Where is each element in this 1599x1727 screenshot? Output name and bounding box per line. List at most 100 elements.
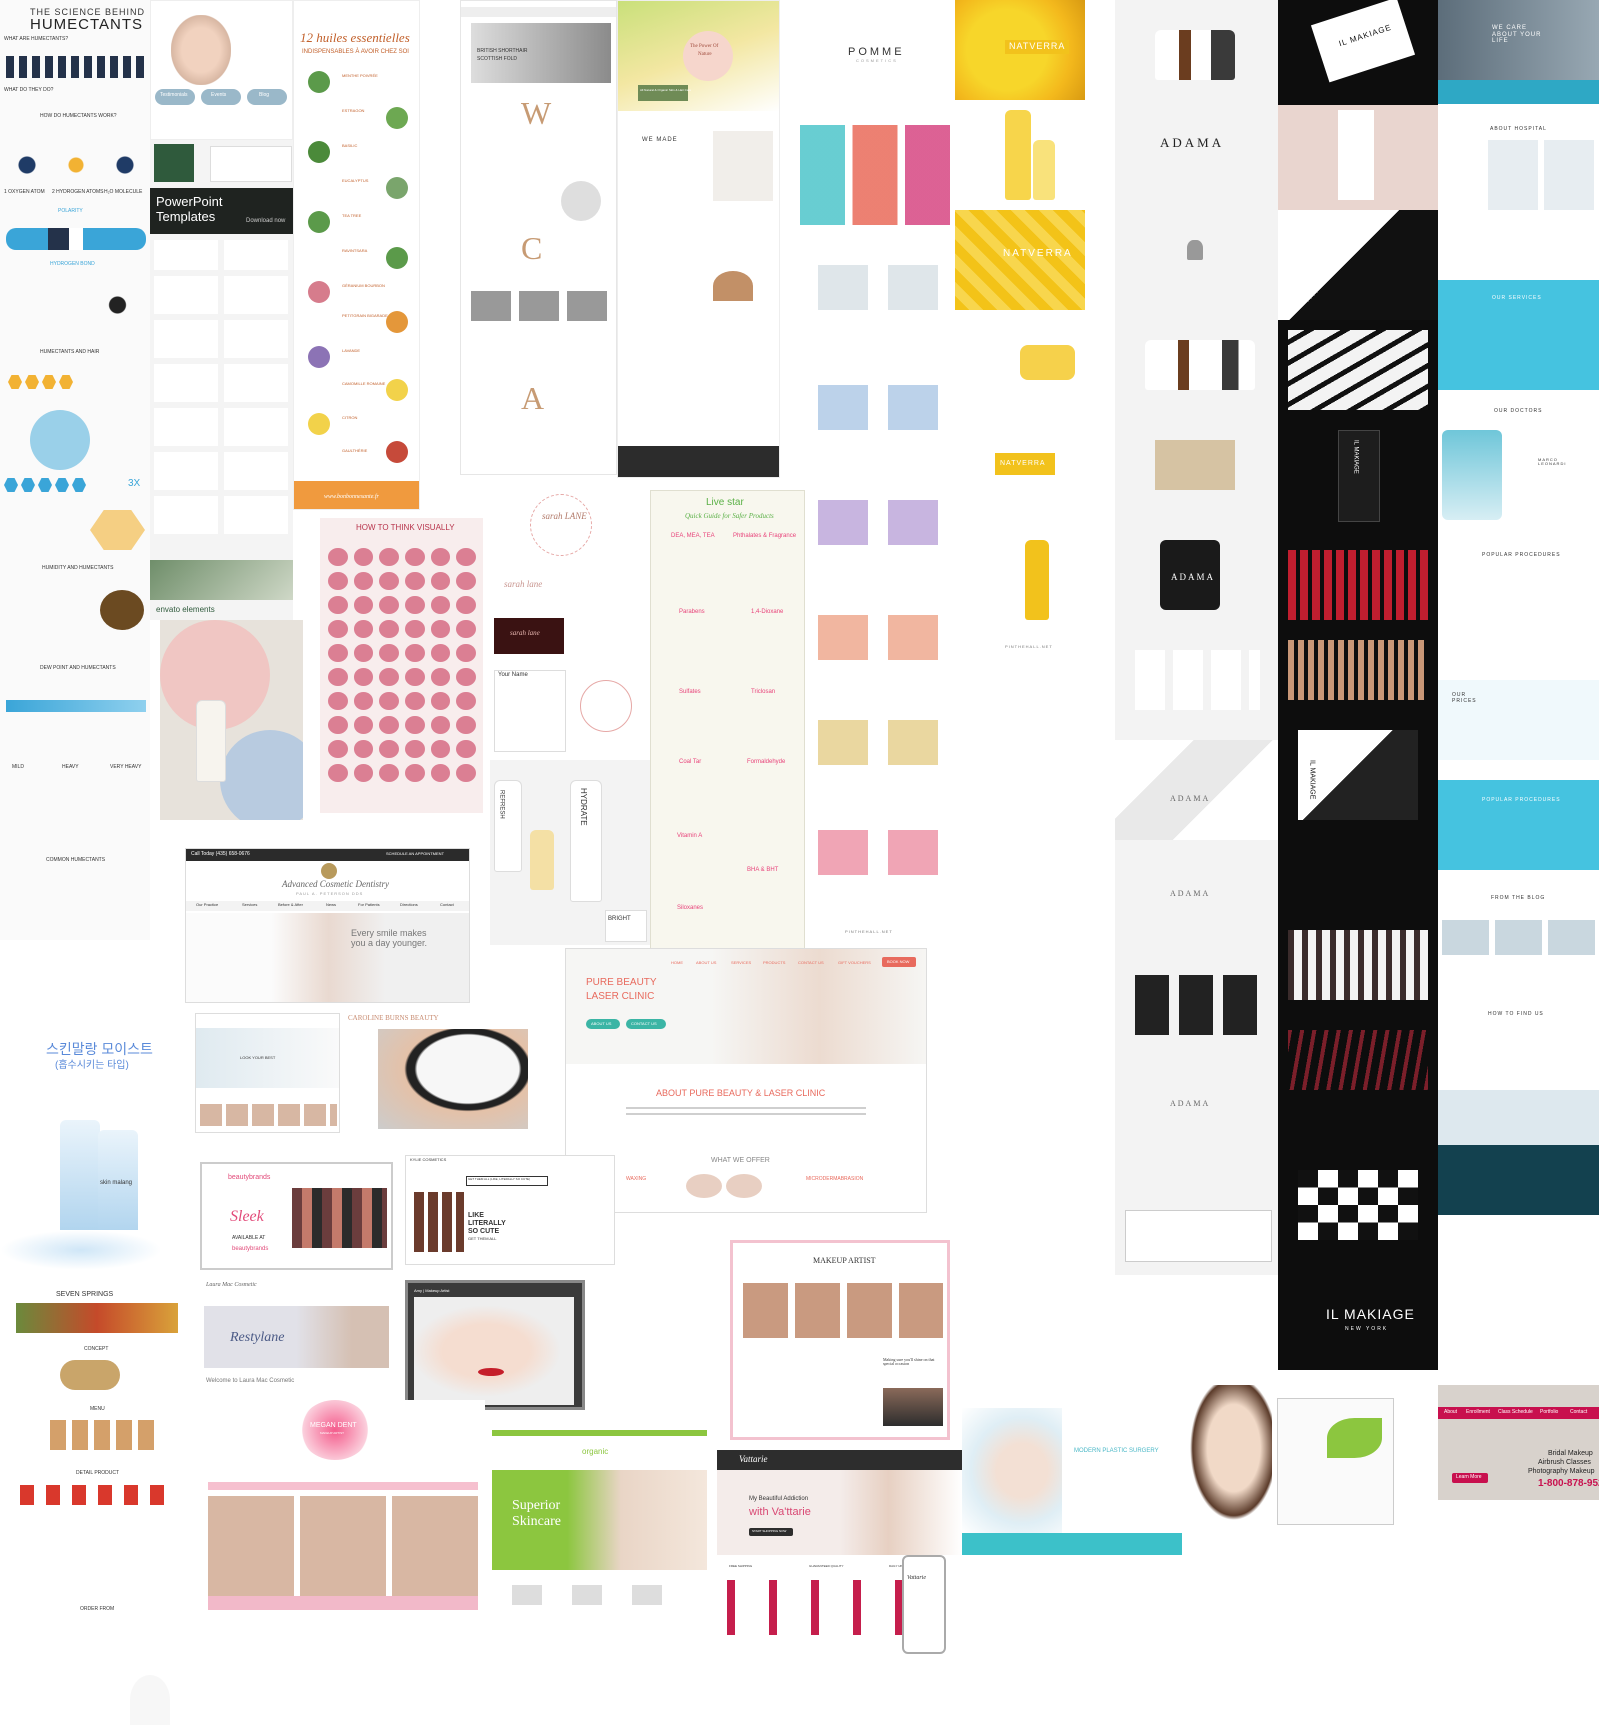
oil-leaf-9	[308, 346, 330, 368]
powerpoint-title-1: PowerPoint	[156, 194, 223, 209]
oils-title: 12 huiles essentielles	[300, 30, 410, 45]
korean-title: 스킨말랑 모이스트	[46, 1041, 153, 1057]
oil-name-1: MENTHE POIVRÉE	[342, 73, 378, 78]
pure-beauty-nav-contact[interactable]: CONTACT US	[798, 960, 824, 965]
download-now-link[interactable]: Download now	[246, 218, 286, 224]
seven-springs-concept-photo	[60, 1360, 120, 1390]
korean-subtitle: (흡수시키는 타입)	[55, 1060, 129, 1071]
pure-beauty-contact-button[interactable]: CONTACT US	[626, 1019, 666, 1029]
vattarie-shop-button[interactable]: START SHOPPING NOW	[749, 1528, 793, 1536]
dior-product-tile	[160, 620, 303, 820]
atom-label-3: H₂O MOLECULE	[104, 189, 143, 195]
dentistry-hero	[186, 913, 469, 1002]
pure-beauty-nav-gift[interactable]: GIFT VOUCHERS	[838, 960, 871, 965]
adama-bottles-mid	[1145, 340, 1255, 390]
adama-gift-box	[1155, 440, 1235, 490]
oils-subtitle: INDISPENSABLES À AVOIR CHEZ SOI	[302, 49, 409, 55]
bridal-nav-portfolio[interactable]: Portfolio	[1540, 1409, 1559, 1415]
cat-site-nav[interactable]	[461, 7, 616, 17]
dentistry-phone[interactable]: Call Today (435) 658-0676	[191, 851, 250, 857]
essential-oils-tile: 12 huiles essentielles INDISPENSABLES À …	[293, 0, 420, 510]
pure-beauty-service-waxing: WAXING	[626, 1176, 647, 1182]
dentistry-nav-6[interactable]: Directions	[400, 902, 418, 907]
vattarie-phone	[902, 1555, 946, 1654]
hospital-section-doctors: OUR DOCTORS	[1494, 408, 1543, 414]
dentistry-nav-2[interactable]: Services	[242, 902, 258, 907]
dentistry-nav-5[interactable]: For Patients	[358, 902, 380, 907]
adama-logo-mark	[1187, 240, 1203, 260]
humectants-question-3: HOW DO HUMECTANTS WORK?	[40, 113, 117, 119]
look-your-best-tile: LOOK YOUR BEST	[195, 1013, 340, 1133]
makiage-mascara-row	[1288, 930, 1428, 1000]
oils-footer-url[interactable]: www.bonbonnesante.fr	[324, 494, 379, 500]
adama-envelopes	[1115, 740, 1278, 840]
pure-beauty-book-button[interactable]: BOOK NOW	[882, 957, 916, 967]
serum-bottle-3	[530, 830, 554, 890]
humectants-question-1: WHAT ARE HUMECTANTS?	[4, 36, 69, 42]
hbond-heading: HYDROGEN BOND	[50, 261, 95, 267]
dentistry-nav-bar[interactable]	[186, 901, 469, 911]
pure-beauty-nav-products[interactable]: PRODUCTS	[763, 960, 786, 965]
lamp-photo	[713, 271, 753, 301]
seven-springs-hero	[16, 1303, 178, 1333]
oil-name-11: CITRON	[342, 415, 358, 420]
vattarie-tagline: My Beautiful Addiction	[749, 1496, 809, 1502]
hospital-footer	[1438, 1145, 1599, 1215]
hospital-procedures-band	[1438, 780, 1599, 870]
watercolor-grid	[800, 125, 950, 225]
kylie-lip-kits	[414, 1192, 464, 1252]
polarity-diagram	[6, 228, 146, 250]
cat-site-tile: BRITISH SHORTHAIR SCOTTISH FOLD W C A	[460, 0, 617, 475]
testimonials-pill[interactable]: Testimonials	[155, 89, 195, 105]
powerpoint-templates-tile: PowerPoint Templates Download now envato…	[150, 140, 293, 620]
korean-product: skin malang	[100, 1180, 133, 1186]
dentistry-appointment[interactable]: SCHEDULE AN APPOINTMENT	[386, 851, 445, 856]
livestar-sec-9: Vitamin A	[677, 833, 703, 839]
livestar-sec-11: Siloxanes	[677, 905, 704, 911]
pure-beauty-nav-home[interactable]: HOME	[671, 960, 683, 965]
dior-bottle	[196, 700, 226, 782]
bridal-nav-about[interactable]: About	[1444, 1409, 1458, 1415]
megan-pink-splash	[300, 1400, 370, 1460]
bridal-nav-schedule[interactable]: Class Schedule	[1498, 1409, 1533, 1415]
livestar-sec-8: Formaldehyde	[747, 759, 786, 765]
bridal-title-2: Airbrush Classes	[1538, 1459, 1591, 1466]
makeup-palette	[292, 1188, 387, 1248]
bridal-nav[interactable]	[1438, 1407, 1599, 1419]
think-title: HOW TO THINK VISUALLY	[356, 523, 455, 532]
adama-brand-bag: ADAMA	[1171, 572, 1216, 582]
dentistry-nav-4[interactable]: News	[326, 902, 337, 907]
hospital-tile: WE CARE ABOUT YOUR LIFE ABOUT HOSPITAL O…	[1438, 0, 1599, 1235]
livestar-sec-1: DEA, MEA, TEA	[671, 533, 715, 539]
pure-beauty-offer-title: WHAT WE OFFER	[711, 1157, 770, 1164]
dentistry-nav-3[interactable]: Before & After	[278, 902, 303, 907]
kylie-headline-2: LITERALLY	[468, 1220, 506, 1227]
bridal-nav-enroll[interactable]: Enrollment	[1466, 1409, 1490, 1415]
oil-name-5: TEA TREE	[342, 213, 362, 218]
laura-script: Restylane	[230, 1330, 285, 1345]
events-pill[interactable]: Events	[201, 89, 241, 105]
seven-springs-concept: CONCEPT	[84, 1346, 109, 1352]
dentistry-title: Advanced Cosmetic Dentistry	[282, 879, 389, 889]
serum-bottle-1	[494, 780, 522, 872]
pomme-tagline: COSMETICS	[856, 58, 898, 63]
caroline-burns-tile: CAROLINE BURNS BEAUTY	[348, 1013, 528, 1138]
pure-beauty-nav-services[interactable]: SERVICES	[731, 960, 752, 965]
blog-pill[interactable]: Blog	[247, 89, 287, 105]
pure-beauty-about-button[interactable]: ABOUT US	[586, 1019, 620, 1029]
bridal-nav-contact[interactable]: Contact	[1570, 1409, 1588, 1415]
serum-label-refresh: REFRESH	[498, 790, 505, 819]
bridal-learn-more[interactable]: Learn More	[1452, 1473, 1488, 1483]
vattarie-feature-3: DAILY UPDATE	[889, 1564, 911, 1568]
humectants-infographic: THE SCIENCE BEHIND HUMECTANTS WHAT ARE H…	[0, 0, 150, 940]
pure-beauty-nav-about[interactable]: ABOUT US	[696, 960, 717, 965]
dentistry-nav-1[interactable]: Our Practice	[196, 902, 219, 907]
dentistry-nav-7[interactable]: Contact	[440, 902, 454, 907]
leaf-image	[154, 144, 194, 182]
caroline-brand: CAROLINE BURNS BEAUTY	[348, 1014, 439, 1022]
organic-hero	[492, 1470, 707, 1570]
oil-name-10: CAMOMILLE ROMAINE	[342, 381, 386, 386]
nature-badge-line2: Nature	[698, 52, 712, 57]
furniture-site-tile: The Power Of Nature All Natural & Organi…	[617, 0, 780, 478]
megan-nav[interactable]	[208, 1482, 478, 1490]
